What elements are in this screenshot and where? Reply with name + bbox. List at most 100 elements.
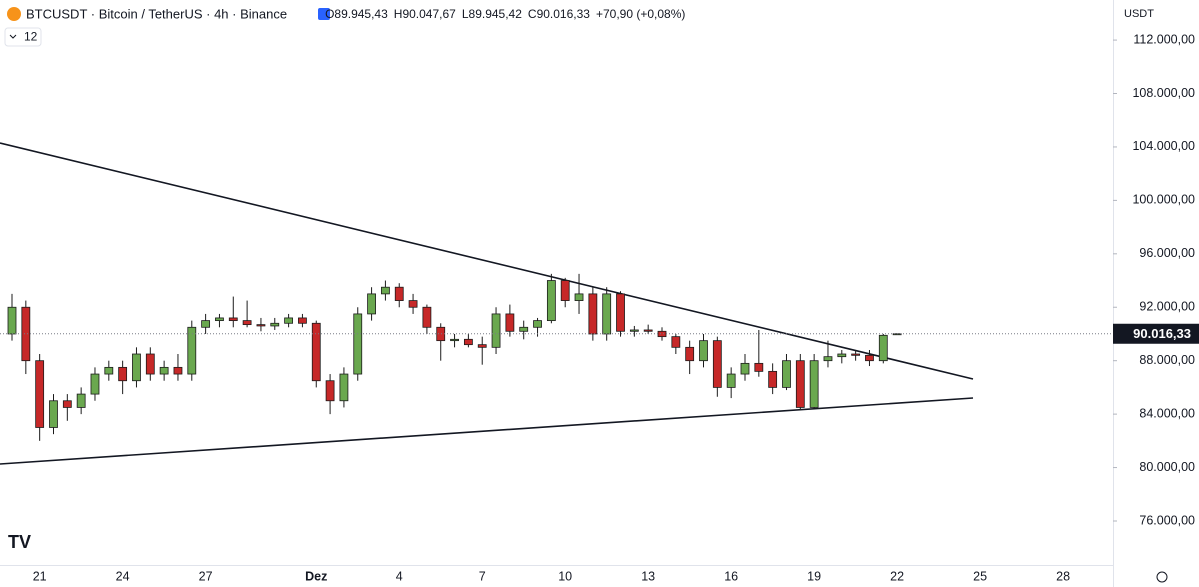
x-tick-label: 19: [807, 569, 821, 583]
candle-body: [436, 326, 446, 342]
symbol-icon[interactable]: [7, 7, 21, 21]
candle-body: [754, 362, 764, 372]
ohlc-value: O89.945,43: [325, 7, 388, 21]
trendline-upper[interactable]: [0, 142, 974, 380]
ohlc-value: +70,90 (+0,08%): [596, 7, 685, 21]
candle-body: [740, 362, 750, 375]
candle-body: [865, 354, 874, 362]
candle-body: [284, 317, 294, 324]
chevron-icon: [9, 34, 17, 39]
x-tick-label: 25: [973, 569, 987, 583]
candle-body: [90, 373, 100, 395]
candle-body: [491, 313, 501, 348]
y-tick-label: 108.000,00: [1132, 86, 1195, 100]
x-tick-label: Dez: [305, 569, 327, 583]
candle-body: [381, 286, 390, 295]
candle-body: [311, 322, 321, 382]
y-tick-label: 112.000,00: [1133, 32, 1195, 46]
settings-icon[interactable]: [1156, 571, 1168, 583]
candle-body: [616, 293, 625, 332]
candle-body: [422, 306, 432, 328]
indicator-count: 12: [24, 30, 38, 44]
candle-body: [353, 313, 363, 375]
last-price-box: [1113, 323, 1199, 344]
candle-body: [215, 317, 224, 322]
candle-body: [795, 360, 805, 408]
y-tick-label: 104.000,00: [1132, 139, 1195, 153]
candle-body: [394, 286, 404, 301]
candle-body: [546, 280, 556, 322]
candle-body: [726, 373, 736, 388]
candle-body: [505, 313, 515, 332]
candle-body: [242, 320, 252, 326]
candle-body: [49, 400, 58, 428]
ohlc-value: C90.016,33: [528, 7, 590, 21]
candle-body: [643, 329, 653, 332]
candle-body: [159, 366, 169, 375]
ohlc-legend: O89.945,43 H90.047,67 L89.945,42 C90.016,33…: [325, 7, 685, 21]
candle-body: [712, 340, 722, 388]
y-tick-label: 84.000,00: [1139, 406, 1195, 420]
candle-body: [768, 370, 778, 388]
candle-body: [145, 353, 155, 375]
candle-body: [519, 326, 529, 332]
y-tick-label: 76.000,00: [1139, 513, 1195, 527]
candle-body: [187, 326, 197, 375]
trendline-lower[interactable]: [0, 397, 974, 465]
candle-body: [7, 306, 17, 335]
candle-body: [339, 373, 349, 402]
candle-body: [837, 353, 847, 358]
ohlc-value: L89.945,42: [462, 7, 522, 21]
chart-title[interactable]: BTCUSDT · Bitcoin / TetherUS · 4h · Bina…: [26, 6, 287, 21]
x-tick-label: 4: [396, 569, 403, 583]
candle-body: [228, 317, 238, 322]
candle-body: [173, 366, 183, 375]
candle-body: [588, 293, 598, 335]
candle-body: [298, 317, 307, 324]
candle-body: [657, 330, 667, 338]
candle-body: [62, 400, 72, 408]
candle-body: [602, 293, 612, 335]
last-price-label: 90.016,33: [1133, 326, 1191, 341]
candle-body: [21, 306, 31, 362]
candle-body: [629, 329, 639, 332]
x-tick-label: 16: [724, 569, 738, 583]
candle-body: [463, 338, 473, 346]
candle-body: [574, 293, 584, 301]
candle-body: [699, 340, 708, 362]
candle-body: [878, 334, 888, 362]
candle-body: [118, 366, 128, 382]
candle-body: [560, 280, 570, 301]
candle-body: [533, 320, 542, 328]
x-tick-label: 28: [1056, 569, 1070, 583]
candle-body: [685, 346, 695, 362]
candle-body: [450, 338, 459, 342]
tv-logo[interactable]: TV: [8, 532, 31, 552]
ohlc-value: H90.047,67: [394, 7, 456, 21]
candle-body: [76, 393, 86, 408]
x-tick-label: 27: [199, 569, 213, 583]
candle-body: [325, 380, 335, 402]
currency-label[interactable]: USDT: [1124, 8, 1154, 20]
candle-body: [35, 360, 45, 428]
indicator-toggle[interactable]: [4, 27, 42, 47]
candle-body: [782, 360, 791, 388]
candle-body: [367, 293, 376, 315]
y-tick-label: 100.000,00: [1132, 193, 1195, 207]
candle-body: [809, 360, 819, 408]
candle-body: [477, 344, 487, 348]
candle-body: [823, 356, 833, 362]
candle-body: [270, 322, 280, 327]
candle-body: [671, 336, 681, 348]
x-tick-label: 7: [479, 569, 486, 583]
candles: [7, 273, 902, 441]
candle-body: [256, 324, 266, 327]
y-tick-label: 96.000,00: [1139, 246, 1195, 260]
x-tick-label: 21: [33, 569, 47, 583]
candle-body: [201, 320, 211, 328]
candle-body: [132, 353, 141, 382]
candle-body: [104, 366, 114, 375]
flag-icon[interactable]: [318, 8, 330, 20]
x-tick-label: 13: [641, 569, 655, 583]
